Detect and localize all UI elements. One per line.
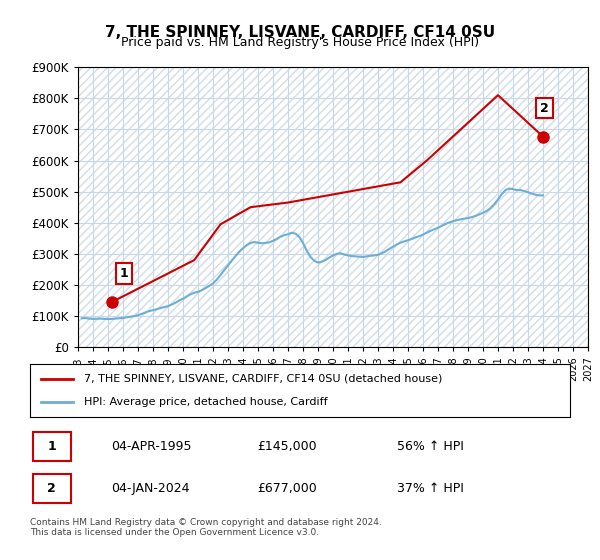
FancyBboxPatch shape — [33, 432, 71, 461]
Text: Price paid vs. HM Land Registry's House Price Index (HPI): Price paid vs. HM Land Registry's House … — [121, 36, 479, 49]
Text: 04-JAN-2024: 04-JAN-2024 — [111, 482, 190, 495]
Text: HPI: Average price, detached house, Cardiff: HPI: Average price, detached house, Card… — [84, 397, 328, 407]
Text: 56% ↑ HPI: 56% ↑ HPI — [397, 440, 464, 453]
Text: 04-APR-1995: 04-APR-1995 — [111, 440, 191, 453]
FancyBboxPatch shape — [33, 474, 71, 503]
Text: 2: 2 — [540, 102, 549, 115]
Text: 1: 1 — [47, 440, 56, 453]
Text: £145,000: £145,000 — [257, 440, 316, 453]
Text: 1: 1 — [119, 267, 128, 280]
Text: 37% ↑ HPI: 37% ↑ HPI — [397, 482, 464, 495]
Text: Contains HM Land Registry data © Crown copyright and database right 2024.
This d: Contains HM Land Registry data © Crown c… — [30, 518, 382, 538]
Text: 2: 2 — [47, 482, 56, 495]
Text: 7, THE SPINNEY, LISVANE, CARDIFF, CF14 0SU: 7, THE SPINNEY, LISVANE, CARDIFF, CF14 0… — [105, 25, 495, 40]
Text: 7, THE SPINNEY, LISVANE, CARDIFF, CF14 0SU (detached house): 7, THE SPINNEY, LISVANE, CARDIFF, CF14 0… — [84, 374, 442, 384]
Text: £677,000: £677,000 — [257, 482, 317, 495]
